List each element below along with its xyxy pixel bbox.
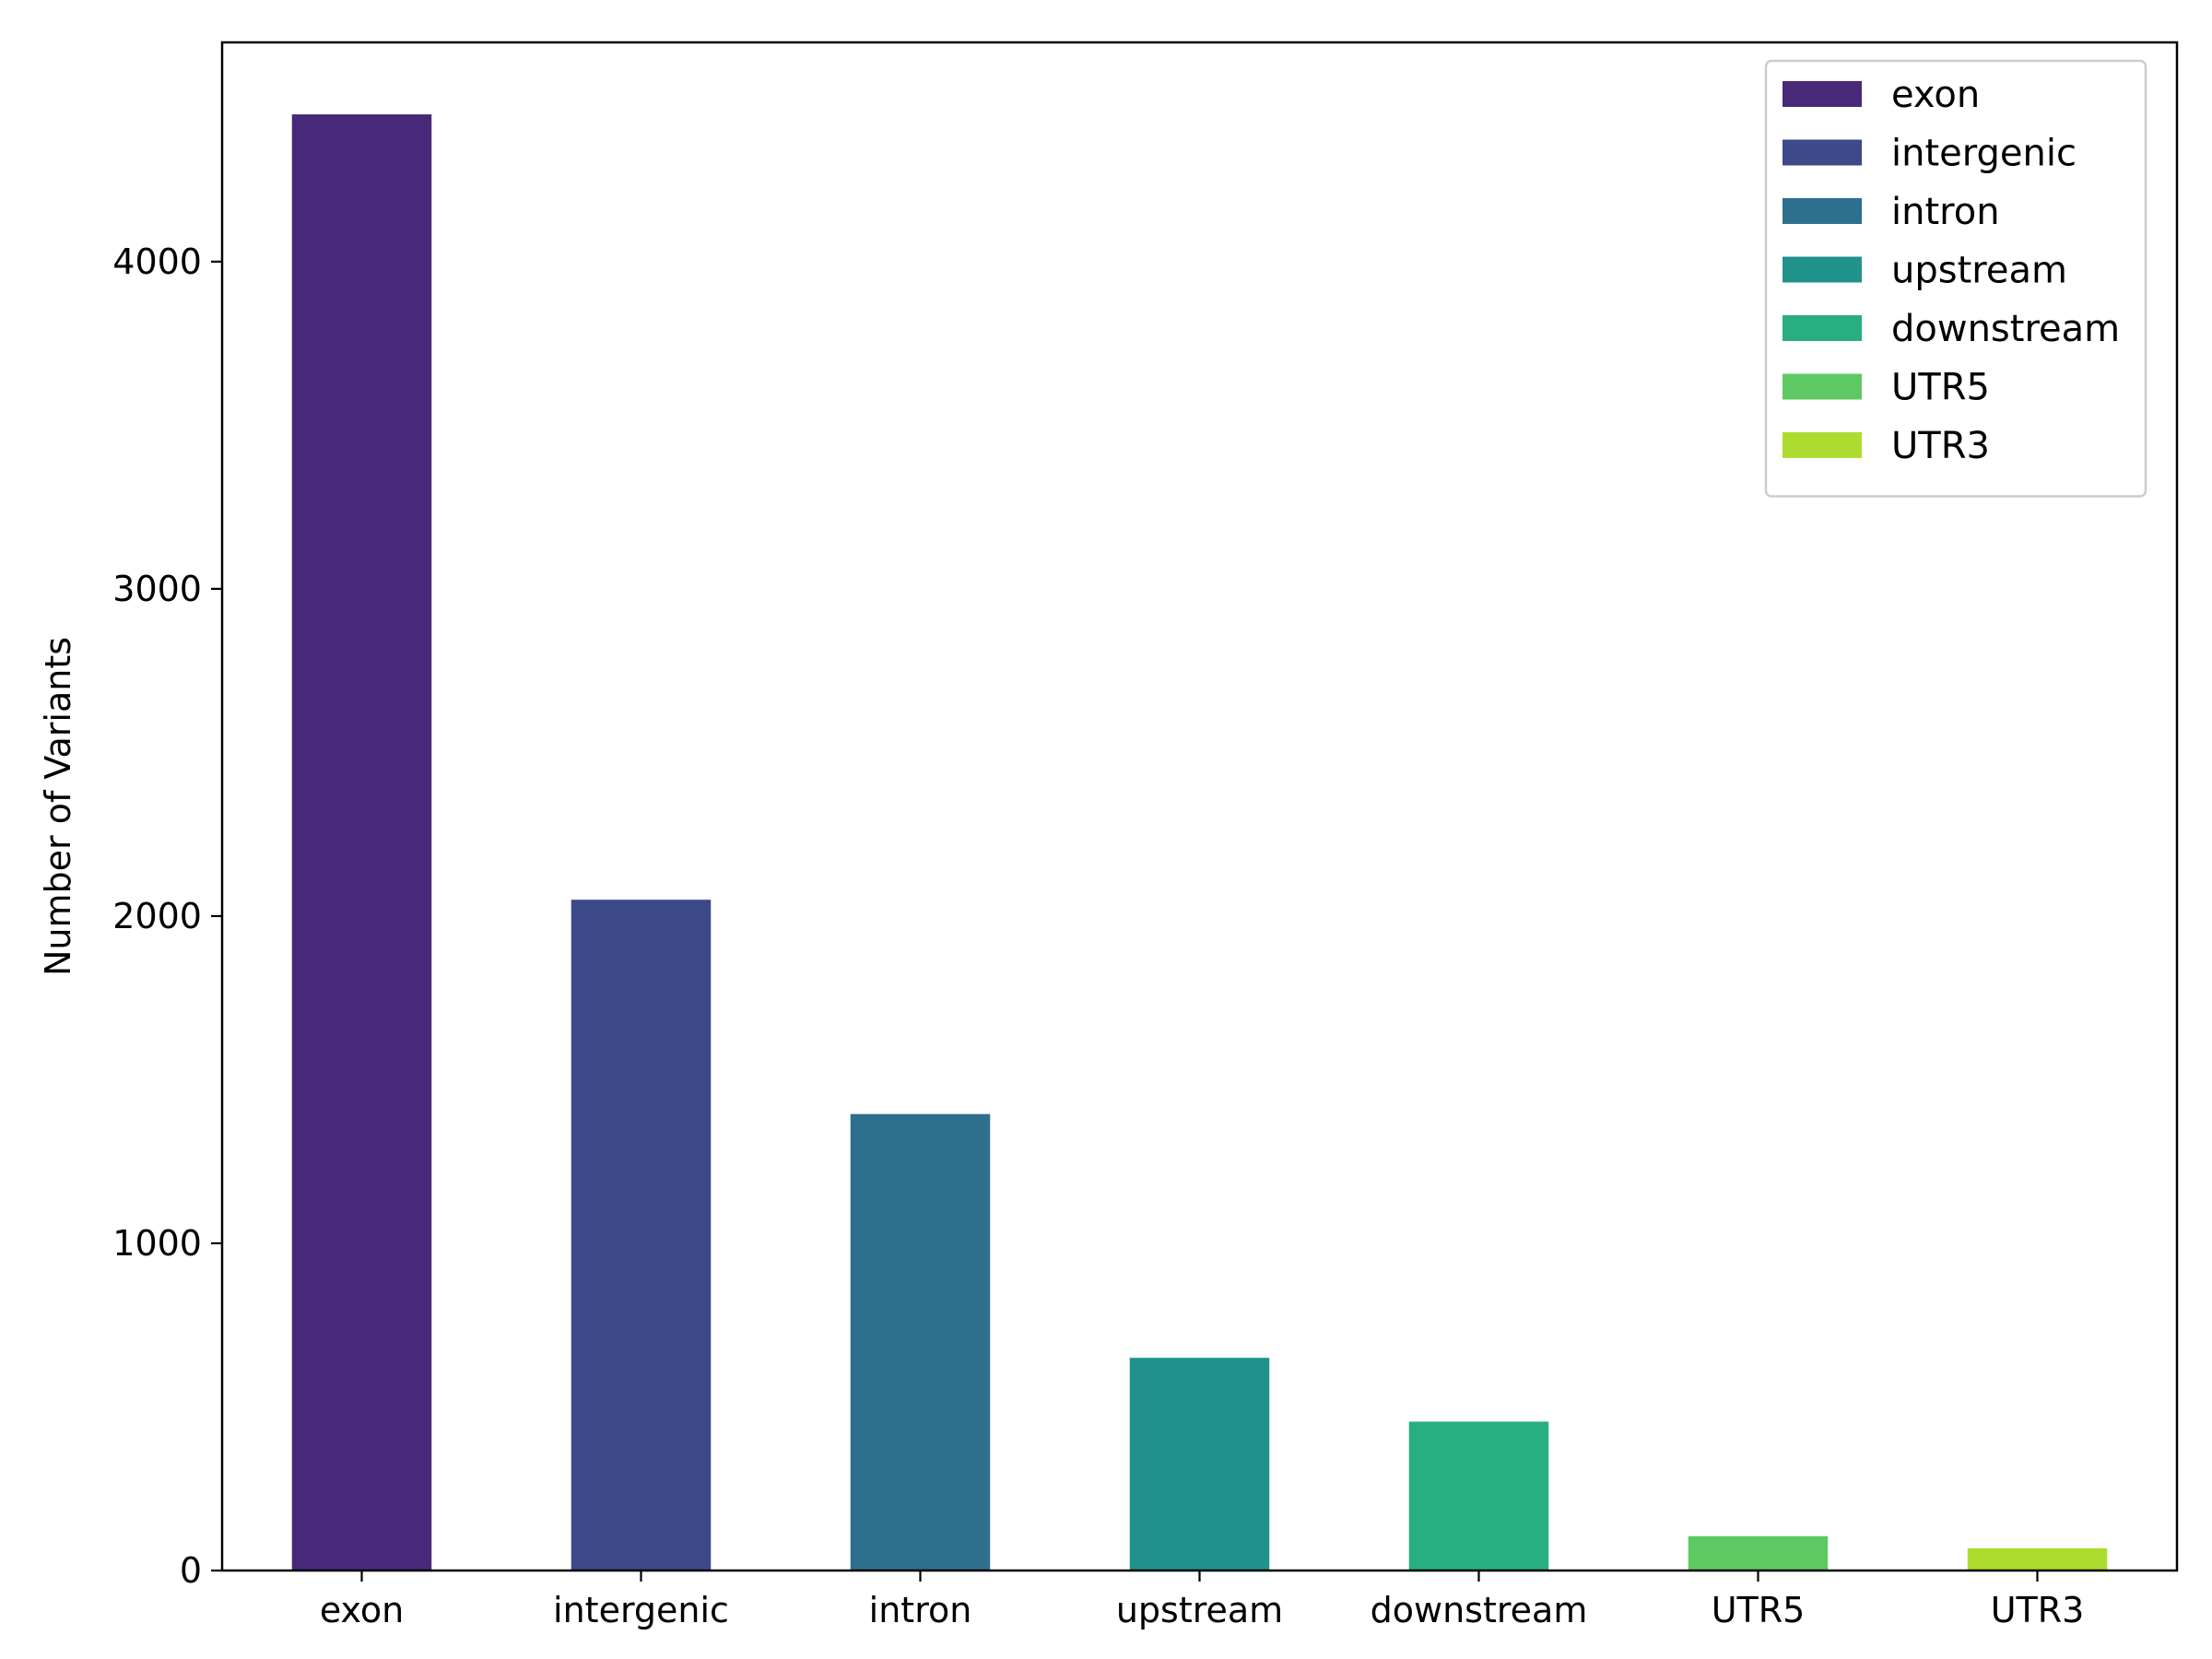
bar-upstream: [1129, 1358, 1270, 1571]
axes-frame: [220, 41, 2179, 1572]
legend-swatch-utr3: [1783, 432, 1862, 458]
x-tick-label: upstream: [1116, 1590, 1283, 1630]
x-tick-label: UTR5: [1712, 1590, 1806, 1630]
legend-label-upstream: upstream: [1891, 250, 2067, 292]
y-axis: 0 1000 2000 3000 4000: [112, 241, 222, 1591]
legend-swatch-intron: [1783, 198, 1862, 224]
bars-group: [291, 114, 2108, 1571]
legend-swatch-upstream: [1783, 256, 1862, 283]
y-tick-label: 4000: [112, 241, 202, 282]
legend-swatch-downstream: [1783, 315, 1862, 341]
bar-utr5: [1688, 1535, 1829, 1571]
x-tick-label: intergenic: [553, 1590, 729, 1630]
legend-label-intergenic: intergenic: [1891, 133, 2077, 175]
legend-label-utr5: UTR5: [1891, 367, 1990, 409]
legend-swatch-utr5: [1783, 373, 1862, 400]
y-axis-label: Number of Variants: [38, 637, 78, 976]
y-tick-label: 2000: [112, 896, 202, 936]
legend-label-intron: intron: [1891, 191, 2000, 233]
x-axis: exon intergenic intron upstream downstream UT…: [320, 1571, 2084, 1630]
legend: exon intergenic intron upstream downstream UT…: [1764, 59, 2147, 498]
x-tick-label: intron: [869, 1590, 972, 1630]
legend-swatch-exon: [1783, 81, 1862, 107]
y-tick-label: 3000: [112, 569, 202, 609]
legend-label-downstream: downstream: [1891, 308, 2120, 350]
bar-downstream: [1408, 1421, 1549, 1571]
y-tick-label: 1000: [112, 1223, 202, 1264]
y-tick-label: 0: [180, 1550, 202, 1591]
bar-intergenic: [571, 900, 712, 1571]
legend-label-exon: exon: [1891, 74, 1980, 116]
legend-swatch-intergenic: [1783, 139, 1862, 166]
bar-intron: [850, 1113, 991, 1571]
bar-exon: [291, 114, 432, 1571]
x-tick-label: downstream: [1371, 1590, 1588, 1630]
x-tick-label: UTR3: [1991, 1590, 2085, 1630]
bar-utr3: [1967, 1547, 2108, 1571]
legend-label-utr3: UTR3: [1891, 425, 1990, 467]
x-tick-label: exon: [320, 1590, 404, 1630]
